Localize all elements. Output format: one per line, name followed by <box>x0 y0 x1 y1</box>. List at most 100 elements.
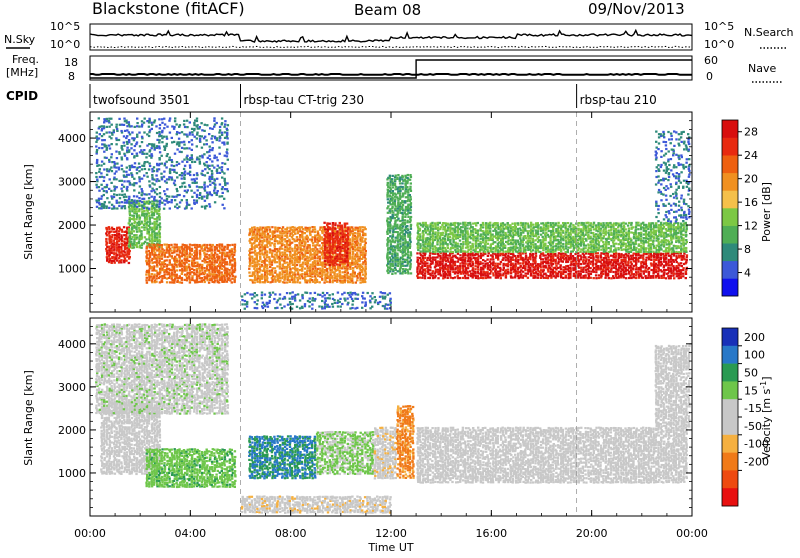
heatmap-cell <box>103 151 105 153</box>
heatmap-cell <box>173 141 175 143</box>
heatmap-cell <box>304 254 306 256</box>
heatmap-cell <box>522 271 524 273</box>
heatmap-cell <box>193 192 195 194</box>
heatmap-cell <box>130 231 132 233</box>
heatmap-cell <box>359 247 361 249</box>
heatmap-cell <box>266 244 268 246</box>
heatmap-cell <box>284 248 286 250</box>
heatmap-cell <box>221 122 223 124</box>
heatmap-cell <box>191 131 193 133</box>
heatmap-cell <box>660 269 662 271</box>
heatmap-cell <box>176 203 178 205</box>
heatmap-cell <box>472 254 474 256</box>
heatmap-cell <box>683 258 685 260</box>
heatmap-cell <box>116 260 118 262</box>
heatmap-cell <box>464 263 466 265</box>
heatmap-cell <box>494 263 496 265</box>
heatmap-cell <box>602 259 604 261</box>
heatmap-cell <box>115 178 117 180</box>
heatmap-cell <box>262 248 264 250</box>
heatmap-cell <box>341 227 343 229</box>
heatmap-cell <box>524 265 526 267</box>
heatmap-cell <box>472 263 474 265</box>
heatmap-cell <box>196 132 198 134</box>
heatmap-cell <box>394 263 396 265</box>
heatmap-cell <box>181 178 183 180</box>
heatmap-cell <box>186 266 188 268</box>
heatmap-cell <box>118 257 120 259</box>
heatmap-cell <box>417 247 419 249</box>
heatmap-cell <box>560 255 562 257</box>
heatmap-cell <box>136 172 138 174</box>
heatmap-cell <box>158 118 160 120</box>
heatmap-cell <box>573 273 575 275</box>
heatmap-cell <box>128 139 130 141</box>
heatmap-cell <box>291 279 293 281</box>
heatmap-cell <box>622 265 624 267</box>
heatmap-cell <box>670 277 672 279</box>
heatmap-cell <box>421 265 423 267</box>
heatmap-cell <box>124 246 126 248</box>
heatmap-cell <box>186 248 188 250</box>
heatmap-cell <box>650 259 652 261</box>
heatmap-cell <box>174 256 176 258</box>
heatmap-cell <box>549 273 551 275</box>
heatmap-cell <box>148 143 150 145</box>
heatmap-cell <box>354 232 356 234</box>
heatmap-cell <box>224 120 226 122</box>
heatmap-cell <box>354 248 356 250</box>
heatmap-cell <box>155 200 157 202</box>
heatmap-cell <box>410 198 412 200</box>
heatmap-cell <box>181 265 183 267</box>
heatmap-cell <box>286 234 288 236</box>
heatmap-cell <box>512 263 514 265</box>
heatmap-cell <box>409 241 411 243</box>
heatmap-cell <box>110 166 112 168</box>
heatmap-cell <box>148 229 150 231</box>
heatmap-cell <box>600 252 602 254</box>
heatmap-cell <box>121 236 123 238</box>
heatmap-cell <box>416 271 418 273</box>
heatmap-cell <box>196 252 198 254</box>
heatmap-cell <box>173 182 175 184</box>
heatmap-cell <box>116 157 118 159</box>
heatmap-cell <box>410 251 412 253</box>
heatmap-cell <box>161 176 163 178</box>
heatmap-cell <box>115 126 117 128</box>
heatmap-cell <box>136 224 138 226</box>
heatmap-cell <box>334 250 336 252</box>
heatmap-cell <box>331 248 333 250</box>
heatmap-cell <box>410 272 412 274</box>
heatmap-cell <box>188 246 190 248</box>
heatmap-cell <box>655 259 657 261</box>
heatmap-cell <box>232 256 234 258</box>
heatmap-cell <box>151 258 153 260</box>
heatmap-cell <box>208 271 210 273</box>
heatmap-cell <box>148 118 150 120</box>
heatmap-cell <box>226 155 228 157</box>
heatmap-cell <box>186 161 188 163</box>
heatmap-cell <box>228 269 230 271</box>
heatmap-cell <box>595 274 597 276</box>
heatmap-cell <box>462 265 464 267</box>
heatmap-cell <box>459 269 461 271</box>
heatmap-cell <box>394 214 396 216</box>
heatmap-cell <box>401 206 403 208</box>
heatmap-cell <box>193 178 195 180</box>
heatmap-cell <box>224 272 226 274</box>
heatmap-cell <box>196 178 198 180</box>
heatmap-cell <box>256 244 258 246</box>
heatmap-cell <box>103 180 105 182</box>
heatmap-cell <box>264 266 266 268</box>
heatmap-cell <box>434 273 436 275</box>
heatmap-cell <box>268 256 270 258</box>
heatmap-cell <box>148 162 150 164</box>
heatmap-cell <box>135 228 137 230</box>
heatmap-cell <box>467 253 469 255</box>
heatmap-cell <box>151 124 153 126</box>
heatmap-cell <box>136 200 138 202</box>
heatmap-cell <box>184 258 186 260</box>
heatmap-cell <box>462 255 464 257</box>
heatmap-cell <box>176 148 178 150</box>
heatmap-cell <box>96 206 98 208</box>
